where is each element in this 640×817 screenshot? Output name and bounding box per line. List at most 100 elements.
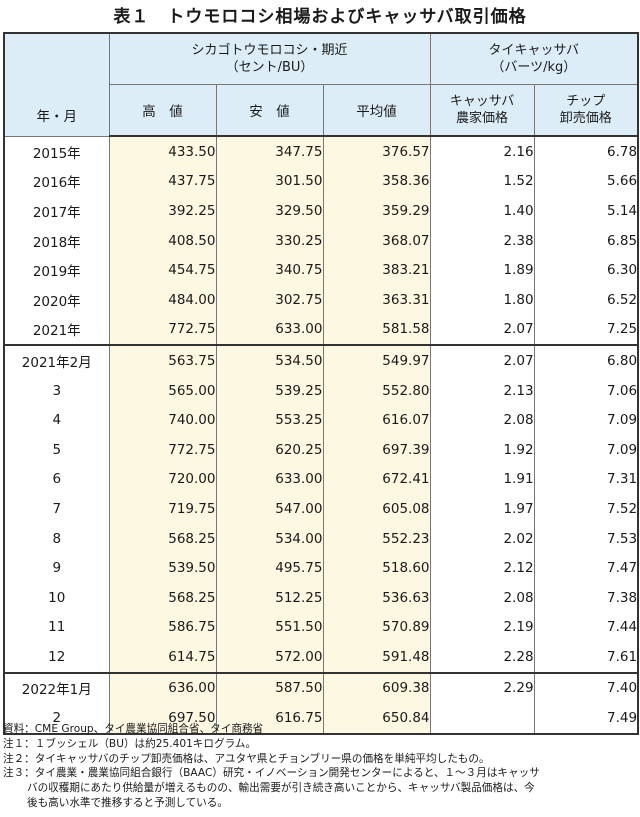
cell-period: 2015年 — [3, 136, 110, 167]
note-1: 注１：１ブッシェル（BU）は約25.401キログラム。 — [3, 737, 257, 750]
col-header-farm-line1: キャッサバ — [449, 94, 515, 109]
cell-corn-avg: 605.08 — [322, 494, 431, 524]
cell-cassava-chip: 6.80 — [533, 344, 639, 376]
cell-cassava-chip: 7.53 — [533, 523, 639, 554]
table-row: 4 740.00 553.25 616.07 2.08 7.09 — [3, 405, 639, 435]
cell-corn-avg: 672.41 — [322, 464, 431, 495]
table-row: 8 568.25 534.00 552.23 2.02 7.53 — [3, 523, 639, 554]
cell-corn-high: 636.00 — [108, 671, 217, 704]
cell-corn-high: 720.00 — [108, 464, 217, 495]
cell-corn-high: 614.75 — [108, 642, 217, 673]
cell-period: 2018年 — [3, 225, 110, 256]
cell-cassava-chip: 7.31 — [533, 464, 639, 495]
col-header-chip: チップ 卸売価格 — [533, 84, 639, 137]
cell-corn-low: 534.00 — [215, 523, 324, 554]
col-header-farm-line2: 農家価格 — [456, 111, 509, 126]
col-header-low: 安 値 — [215, 84, 324, 137]
cell-cassava-chip: 7.40 — [533, 671, 639, 704]
cell-corn-high: 719.75 — [108, 494, 217, 524]
cell-corn-low: 534.50 — [215, 344, 324, 376]
cell-corn-high: 568.25 — [108, 523, 217, 554]
table-title: 表１ トウモロコシ相場およびキャッサバ取引価格 — [113, 7, 527, 27]
cell-corn-high: 568.25 — [108, 582, 217, 613]
cell-period: 5 — [3, 434, 110, 465]
cell-corn-low: 302.75 — [215, 284, 324, 315]
table-row: 2019年 454.75 340.75 383.21 1.89 6.30 — [3, 255, 639, 285]
cell-corn-low: 633.00 — [215, 464, 324, 495]
cell-cassava-farm: 1.97 — [429, 494, 535, 524]
cell-period: 7 — [3, 494, 110, 524]
cell-corn-high: 437.75 — [108, 166, 217, 197]
col-header-avg: 平均値 — [322, 84, 431, 137]
cell-corn-high: 539.50 — [108, 553, 217, 583]
cell-corn-high: 563.75 — [108, 344, 217, 376]
cell-corn-avg: 650.84 — [322, 703, 431, 734]
cell-period: 9 — [3, 553, 110, 583]
cell-corn-avg: 358.36 — [322, 166, 431, 197]
cell-corn-low: 347.75 — [215, 136, 324, 167]
footnotes: 資料：CME Group、タイ農業協同組合省、タイ商務省 注１：１ブッシェル（B… — [3, 722, 637, 811]
cell-period: 2022年1月 — [3, 671, 110, 704]
cell-cassava-farm: 2.29 — [429, 671, 535, 704]
cell-corn-avg: 518.60 — [322, 553, 431, 583]
cell-corn-low: 539.25 — [215, 375, 324, 406]
table-row: 2020年 484.00 302.75 363.31 1.80 6.52 — [3, 284, 639, 315]
cell-cassava-chip: 7.06 — [533, 375, 639, 406]
cell-corn-high: 454.75 — [108, 255, 217, 285]
cell-cassava-farm: 2.16 — [429, 136, 535, 167]
table-body: 2015年 433.50 347.75 376.57 2.16 6.78 2016年 437.… — [3, 136, 639, 734]
cell-corn-avg: 581.58 — [322, 314, 431, 346]
col-header-high: 高 値 — [108, 84, 217, 137]
cell-corn-avg: 359.29 — [322, 196, 431, 226]
cell-period: 2021年 — [3, 314, 110, 346]
cell-corn-avg: 383.21 — [322, 255, 431, 285]
cell-cassava-chip: 6.85 — [533, 225, 639, 256]
cell-corn-high: 392.25 — [108, 196, 217, 226]
cell-corn-low: 340.75 — [215, 255, 324, 285]
cell-corn-avg: 536.63 — [322, 582, 431, 613]
cell-corn-high: 697.50 — [108, 703, 217, 734]
cassava-group-unit: （バーツ/kg） — [491, 60, 577, 75]
cell-cassava-farm: 2.02 — [429, 523, 535, 554]
table-row: 3 565.00 539.25 552.80 2.13 7.06 — [3, 375, 639, 406]
cell-cassava-farm: 1.52 — [429, 166, 535, 197]
cell-corn-low: 547.00 — [215, 494, 324, 524]
cell-corn-avg: 609.38 — [322, 671, 431, 704]
table-row: 11 586.75 551.50 570.89 2.19 7.44 — [3, 612, 639, 643]
cell-corn-low: 551.50 — [215, 612, 324, 643]
table-row: 2015年 433.50 347.75 376.57 2.16 6.78 — [3, 136, 639, 167]
cell-cassava-chip: 7.38 — [533, 582, 639, 613]
cell-corn-high: 586.75 — [108, 612, 217, 643]
price-table: 年・月 シカゴトウモロコシ・期近 （セント/BU） タイキャッサバ （バーツ/k… — [3, 32, 640, 735]
cell-corn-low: 495.75 — [215, 553, 324, 583]
cell-cassava-farm: 2.07 — [429, 344, 535, 376]
note-3-line-2: バの収穫期にあたり供給量が増えるものの、輸出需要が引き続き高いことから、キャッサ… — [27, 782, 535, 795]
table-row: 6 720.00 633.00 672.41 1.91 7.31 — [3, 464, 639, 495]
table-row: 2022年1月 636.00 587.50 609.38 2.29 7.40 — [3, 671, 639, 704]
note-3-line-3: 後も高い水準で推移すると予測している。 — [27, 796, 228, 809]
cell-period: 2017年 — [3, 196, 110, 226]
cell-corn-avg: 368.07 — [322, 225, 431, 256]
cell-cassava-chip: 7.61 — [533, 642, 639, 673]
cell-corn-low: 512.25 — [215, 582, 324, 613]
cell-cassava-chip: 7.47 — [533, 553, 639, 583]
table-row: 9 539.50 495.75 518.60 2.12 7.47 — [3, 553, 639, 583]
col-header-farm: キャッサバ 農家価格 — [429, 84, 535, 137]
cell-cassava-chip: 6.30 — [533, 255, 639, 285]
cell-cassava-chip: 7.52 — [533, 494, 639, 524]
cell-cassava-farm: 2.08 — [429, 405, 535, 435]
cell-cassava-farm: 2.12 — [429, 553, 535, 583]
cell-corn-low: 329.50 — [215, 196, 324, 226]
cell-cassava-farm: 2.19 — [429, 612, 535, 643]
note-source: 資料：CME Group、タイ農業協同組合省、タイ商務省 — [3, 723, 264, 735]
cell-cassava-chip: 6.78 — [533, 136, 639, 167]
cell-period: 10 — [3, 582, 110, 613]
table-row: 2016年 437.75 301.50 358.36 1.52 5.66 — [3, 166, 639, 197]
cell-period: 11 — [3, 612, 110, 643]
cell-corn-low: 301.50 — [215, 166, 324, 197]
cell-cassava-farm: 2.08 — [429, 582, 535, 613]
cell-corn-low: 620.25 — [215, 434, 324, 465]
table-row: 2 697.50 616.75 650.84 7.49 — [3, 703, 639, 734]
cell-period: 12 — [3, 642, 110, 673]
cell-period: 6 — [3, 464, 110, 495]
